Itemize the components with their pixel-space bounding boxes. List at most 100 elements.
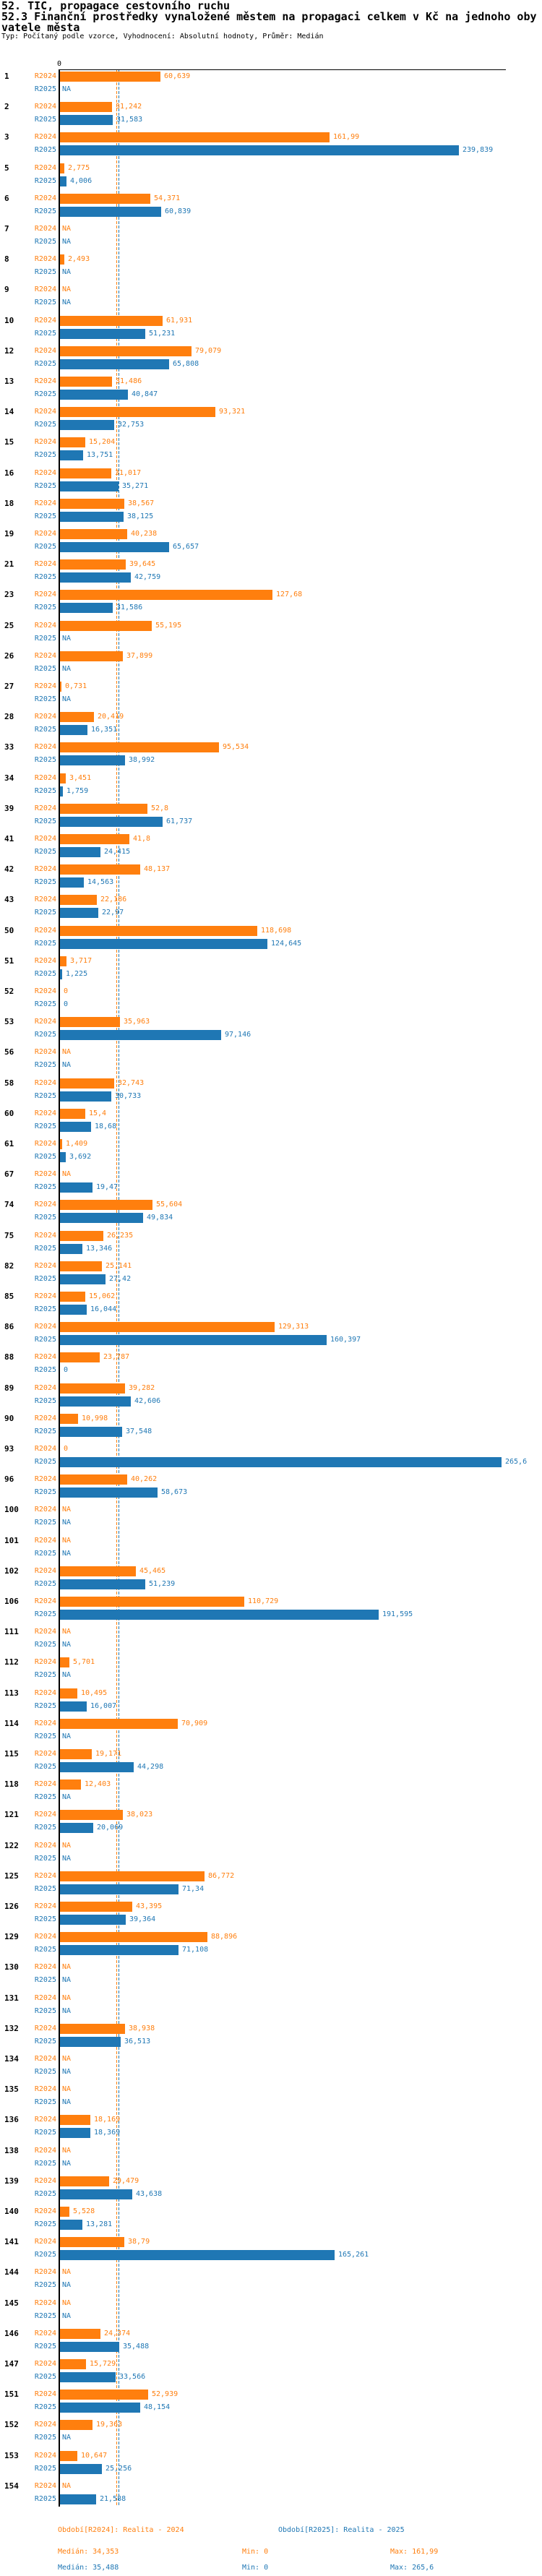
series-label-r2024: R2024: [34, 865, 56, 874]
value-label-r2025: 124,645: [271, 939, 302, 948]
value-label-r2025: 37,548: [126, 1427, 152, 1435]
series-label-r2025: R2025: [34, 116, 56, 124]
value-label-r2024: NA: [62, 2298, 72, 2307]
bar-row-r2024: R2024 29,479: [0, 2176, 542, 2187]
value-label-r2025: 18,68: [95, 1122, 117, 1130]
bar-row-r2025: R2025 NA: [0, 1639, 542, 1651]
bar-row-r2025: R2025 NA: [0, 2066, 542, 2078]
series-label-r2024: R2024: [34, 804, 56, 812]
value-label-r2024: 35,963: [124, 1018, 150, 1026]
series-label-r2024: R2024: [34, 1933, 56, 1941]
bar-row-r2024: R2024 55,604: [0, 1199, 542, 1211]
value-label-r2025: 18,369: [94, 2129, 121, 2137]
bar-row-r2024: R2024 39,645: [0, 559, 542, 570]
series-label-r2025: R2025: [34, 1061, 56, 1070]
value-label-r2025: 239,839: [463, 146, 494, 155]
bar-row-r2024: R2024 40,262: [0, 1474, 542, 1485]
bar-group-118: 118 R2024 12,403 R2025 NA: [0, 1779, 542, 1805]
value-label-r2024: NA: [62, 2268, 72, 2277]
value-label-r2025: 51,239: [149, 1579, 176, 1588]
series-label-r2024: R2024: [34, 1597, 56, 1605]
series-label-r2024: R2024: [34, 2055, 56, 2063]
bar-group-113: 113 R2024 10,495 R2025 16,007: [0, 1688, 542, 1714]
row-number-label: 151: [4, 2390, 19, 2400]
bar-group-3: 3 R2024 161,99 R2025 239,839: [0, 132, 542, 158]
value-label-r2024: 19,363: [96, 2421, 123, 2429]
bar-group-147: 147 R2024 15,729 R2025 33,566: [0, 2358, 542, 2384]
bar-row-r2024: R2024 NA: [0, 1993, 542, 2004]
bar-group-93: 93 R2024 0 R2025 265,6: [0, 1443, 542, 1469]
row-number-label: 25: [4, 620, 14, 630]
bar-group-39: 39 R2024 52,8 R2025 61,737: [0, 803, 542, 829]
series-label-r2025: R2025: [34, 817, 56, 825]
bar-row-r2025: R2025 1,225: [0, 969, 542, 980]
bar-row-r2024: R2024 12,403: [0, 1779, 542, 1790]
value-label-r2025: NA: [62, 2159, 72, 2168]
value-label-r2024: 52,8: [151, 804, 169, 812]
series-label-r2024: R2024: [34, 163, 56, 172]
bar-group-102: 102 R2024 45,465 R2025 51,239: [0, 1566, 542, 1592]
series-label-r2025: R2025: [34, 2159, 56, 2168]
series-label-r2024: R2024: [34, 1261, 56, 1270]
bar-row-r2025: R2025 24,415: [0, 846, 542, 858]
series-label-r2024: R2024: [34, 103, 56, 111]
row-number-label: 7: [4, 224, 9, 233]
series-label-r2025: R2025: [34, 2037, 56, 2045]
value-label-r2024: NA: [62, 285, 72, 294]
row-number-label: 86: [4, 1322, 14, 1332]
value-label-r2024: 95,534: [223, 743, 249, 752]
series-label-r2024: R2024: [34, 2360, 56, 2368]
series-label-r2024: R2024: [34, 1963, 56, 1972]
series-label-r2025: R2025: [34, 1458, 56, 1466]
value-label-r2025: 27,42: [109, 1274, 132, 1283]
bar-r2025: [60, 2250, 335, 2261]
bar-group-50: 50 R2024 118,698 R2025 124,645: [0, 925, 542, 951]
bar-r2025: [60, 1335, 327, 1346]
stat-median-r2025: Medián: 35,488: [58, 2564, 119, 2572]
value-label-r2025: 42,606: [134, 1396, 161, 1405]
bar-group-6: 6 R2024 54,371 R2025 60,839: [0, 193, 542, 219]
series-label-r2024: R2024: [34, 896, 56, 904]
series-label-r2024: R2024: [34, 1536, 56, 1545]
value-label-r2024: 32,743: [118, 1078, 145, 1087]
bar-group-60: 60 R2024 15,4 R2025 18,68: [0, 1108, 542, 1134]
bar-row-r2025: R2025 NA: [0, 1731, 542, 1743]
bar-row-r2025: R2025 37,548: [0, 1426, 542, 1438]
bar-row-r2024: R2024 NA: [0, 1504, 542, 1516]
bar-group-146: 146 R2024 24,374 R2025 35,488: [0, 2328, 542, 2354]
bar-r2024: [60, 559, 126, 570]
bar-group-25: 25 R2024 55,195 R2025 NA: [0, 620, 542, 646]
value-label-r2024: 41,8: [133, 835, 151, 843]
series-label-r2024: R2024: [34, 651, 56, 660]
value-label-r2025: NA: [62, 1671, 72, 1680]
value-label-r2024: NA: [62, 2481, 72, 2490]
series-label-r2024: R2024: [34, 1231, 56, 1240]
value-label-r2025: 160,397: [330, 1336, 361, 1344]
series-label-r2025: R2025: [34, 1854, 56, 1863]
bar-row-r2025: R2025 NA: [0, 1060, 542, 1071]
series-label-r2024: R2024: [34, 72, 56, 80]
bar-row-r2025: R2025 51,239: [0, 1579, 542, 1590]
bar-row-r2024: R2024 38,567: [0, 498, 542, 510]
value-label-r2025: 16,007: [90, 1701, 117, 1710]
value-label-r2024: 24,374: [104, 2329, 131, 2337]
bar-row-r2024: R2024 39,282: [0, 1383, 542, 1394]
bar-r2024: [60, 742, 219, 753]
row-number-label: 12: [4, 345, 14, 356]
value-label-r2025: 48,154: [144, 2403, 171, 2412]
bar-r2024: [60, 1718, 178, 1729]
bar-row-r2024: R2024 NA: [0, 1626, 542, 1638]
series-label-r2024: R2024: [34, 2085, 56, 2094]
bar-group-51: 51 R2024 3,717 R2025 1,225: [0, 956, 542, 982]
series-label-r2025: R2025: [34, 1671, 56, 1680]
series-label-r2025: R2025: [34, 1641, 56, 1649]
bar-r2025: [60, 1213, 143, 1224]
bar-group-151: 151 R2024 52,939 R2025 48,154: [0, 2389, 542, 2415]
bar-row-r2025: R2025 NA: [0, 1792, 542, 1803]
series-label-r2025: R2025: [34, 268, 56, 277]
row-number-label: 34: [4, 773, 14, 783]
bar-group-115: 115 R2024 19,171 R2025 44,298: [0, 1748, 542, 1774]
value-label-r2024: 161,99: [333, 133, 360, 142]
bar-r2025: [60, 1915, 126, 1925]
bar-r2024: [60, 1749, 92, 1759]
